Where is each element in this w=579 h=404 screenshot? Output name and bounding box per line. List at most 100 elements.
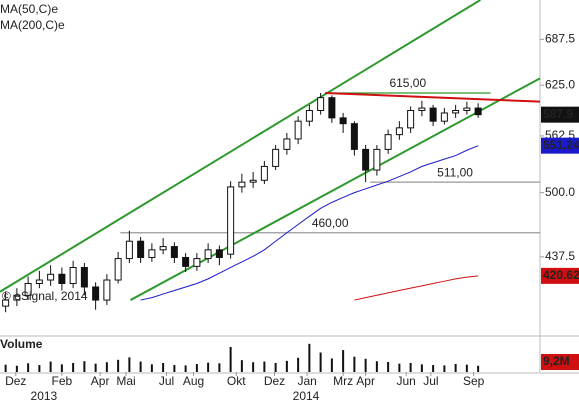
- candle-body: [35, 279, 43, 284]
- candle-body: [2, 299, 10, 307]
- candle-body: [24, 282, 32, 296]
- volume-bar: [297, 357, 300, 372]
- candle-body: [418, 107, 426, 112]
- volume-bar: [229, 346, 232, 372]
- volume-bar: [105, 362, 108, 372]
- candle-body: [114, 258, 122, 281]
- price-box-label: 420.62: [543, 268, 579, 282]
- volume-bar: [38, 365, 41, 372]
- candle-body: [407, 110, 415, 129]
- price-box: [541, 137, 579, 154]
- volume-bar: [173, 365, 176, 372]
- x-tick-label: Jan: [297, 374, 316, 388]
- volume-bar: [330, 358, 333, 372]
- volume-bar: [375, 361, 378, 372]
- volume-bar: [477, 365, 480, 372]
- trend-line: [325, 91, 541, 103]
- volume-bar: [60, 364, 63, 372]
- candle-body: [350, 123, 358, 150]
- price-box-label: 587.9: [543, 107, 573, 121]
- candle-body: [92, 286, 100, 301]
- volume-bar: [409, 362, 412, 372]
- volume-bar: [319, 352, 322, 372]
- volume-bar: [162, 362, 165, 372]
- volume-bar: [218, 363, 221, 372]
- volume-label: Volume: [0, 337, 43, 351]
- candle-body: [69, 266, 77, 284]
- x-tick-label: Jul: [423, 374, 438, 388]
- candle-body: [305, 110, 313, 122]
- volume-bar: [432, 365, 435, 372]
- candle-body: [137, 240, 145, 258]
- volume-bar: [184, 365, 187, 372]
- level-label: 615,00: [389, 76, 426, 90]
- x-tick-label: Apr: [91, 374, 110, 388]
- candle-body: [395, 127, 403, 136]
- candle-body: [47, 273, 55, 281]
- price-box-label: 551.24: [543, 138, 579, 152]
- x-tick-label: Mrz: [333, 374, 353, 388]
- candle-body: [215, 249, 223, 258]
- candle-body: [272, 148, 280, 167]
- candle-body: [373, 148, 381, 171]
- volume-bar: [240, 360, 243, 372]
- year-label: 2014: [293, 389, 320, 403]
- candle-body: [148, 249, 156, 258]
- candle-body: [170, 246, 178, 258]
- volume-bar: [387, 361, 390, 372]
- trend-line: [0, 0, 481, 293]
- candle-body: [193, 258, 201, 267]
- volume-bar: [139, 361, 142, 372]
- candle-body: [103, 279, 111, 301]
- volume-bar: [83, 361, 86, 372]
- x-tick-label: Okt: [227, 374, 246, 388]
- volume-bar: [252, 362, 255, 372]
- y-tick-label: 687.5: [545, 31, 575, 45]
- year-label: 2013: [31, 389, 58, 403]
- volume-box: [541, 354, 579, 370]
- x-tick-label: Jun: [396, 374, 415, 388]
- candle-body: [238, 181, 246, 188]
- candle-body: [474, 107, 482, 116]
- volume-bar: [117, 359, 120, 372]
- volume-bar: [443, 365, 446, 372]
- x-tick-label: Dez: [5, 374, 26, 388]
- candle-body: [227, 186, 235, 255]
- candle-body: [452, 110, 460, 114]
- volume-bar: [364, 358, 367, 372]
- candle-body: [317, 97, 325, 112]
- moving-average: [354, 275, 479, 301]
- candle-body: [440, 112, 448, 122]
- volume-bar: [4, 364, 7, 372]
- volume-bar: [128, 357, 131, 372]
- x-tick-label: Mai: [116, 374, 135, 388]
- volume-bar: [420, 364, 423, 372]
- volume-bar: [150, 364, 153, 372]
- candle-body: [80, 266, 88, 288]
- watermark: © eSignal, 2014: [2, 289, 88, 303]
- candle-body: [13, 294, 21, 301]
- volume-bar: [195, 364, 198, 372]
- price-box: [541, 106, 579, 123]
- volume-bar: [94, 363, 97, 372]
- candle-body: [58, 273, 66, 284]
- x-tick-label: Apr: [356, 374, 375, 388]
- volume-bar: [465, 364, 468, 372]
- candle-body: [249, 179, 257, 183]
- volume-bar: [27, 363, 30, 372]
- legend-entry: MA(200,C)e: [0, 18, 65, 32]
- x-tick-label: Sep: [463, 374, 485, 388]
- candle-body: [283, 138, 291, 150]
- volume-bar: [398, 363, 401, 372]
- candle-body: [339, 117, 347, 125]
- volume-bar: [308, 343, 311, 372]
- x-tick-label: Feb: [52, 374, 73, 388]
- candle-body: [463, 107, 471, 112]
- candle-body: [204, 249, 212, 260]
- candle-body: [362, 148, 370, 171]
- y-tick-label: 437.5: [545, 249, 575, 263]
- volume-bar: [207, 362, 210, 372]
- candle-body: [328, 97, 336, 119]
- candle-body: [260, 165, 268, 181]
